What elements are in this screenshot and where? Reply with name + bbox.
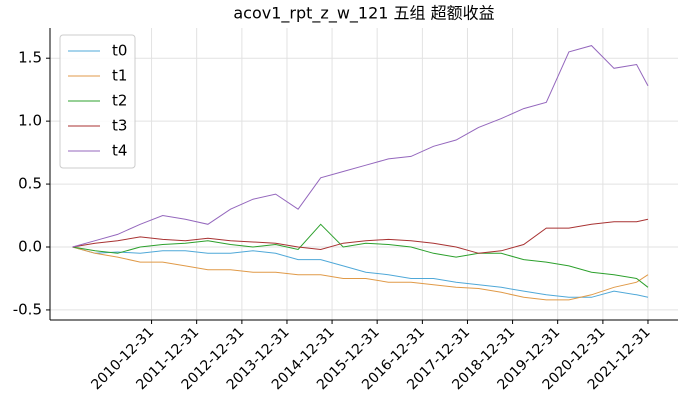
series-line: [72, 246, 649, 298]
y-tick-label: -0.5: [13, 300, 42, 318]
legend-label: t1: [112, 67, 127, 85]
y-tick-label: 1.5: [18, 49, 42, 67]
y-tick-label: 1.0: [18, 112, 42, 130]
legend-label: t3: [112, 117, 127, 135]
y-tick-label: 0.5: [18, 175, 42, 193]
y-tick-label: 0.0: [18, 238, 42, 256]
legend-label: t2: [112, 92, 127, 110]
chart-title: acov1_rpt_z_w_121 五组 超额收益: [233, 4, 494, 24]
legend-label: t0: [112, 42, 127, 60]
series-line: [72, 218, 649, 254]
series-line: [72, 45, 649, 248]
series-line: [72, 223, 649, 288]
legend-label: t4: [112, 142, 127, 160]
series-line: [72, 246, 649, 301]
